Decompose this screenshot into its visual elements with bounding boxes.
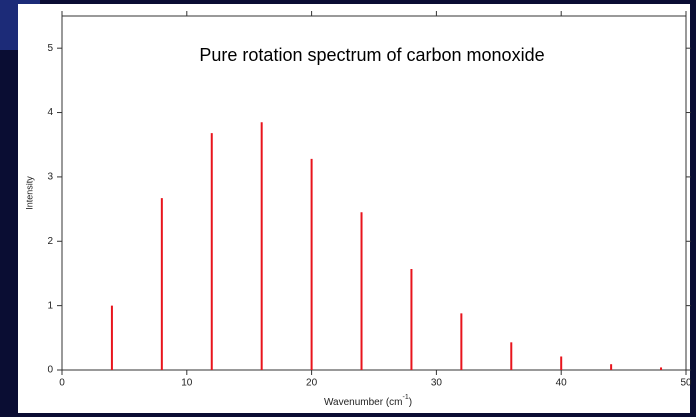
x-label-text: Wavenumber (cm	[324, 397, 403, 408]
panel	[18, 4, 690, 413]
x-tick-label: 40	[556, 378, 568, 389]
x-tick-label: 10	[181, 378, 193, 389]
x-label-end: )	[409, 397, 412, 408]
x-tick-label: 0	[59, 378, 65, 389]
x-tick-label: 20	[306, 378, 318, 389]
y-tick-label: 5	[47, 43, 53, 54]
y-tick-label: 4	[47, 107, 53, 118]
x-axis-label: Wavenumber (cm-1)	[324, 394, 412, 408]
plot-box	[61, 15, 687, 371]
y-tick-label: 3	[47, 172, 53, 183]
x-tick-label: 30	[431, 378, 443, 389]
chart-title: Pure rotation spectrum of carbon monoxid…	[199, 45, 544, 65]
y-tick-label: 1	[47, 300, 53, 311]
y-tick-label: 0	[47, 365, 53, 376]
y-tick-label: 2	[47, 236, 53, 247]
x-label-sup: -1	[402, 394, 408, 401]
x-tick-label: 50	[680, 378, 692, 389]
y-axis-label: Intensity	[24, 176, 34, 210]
